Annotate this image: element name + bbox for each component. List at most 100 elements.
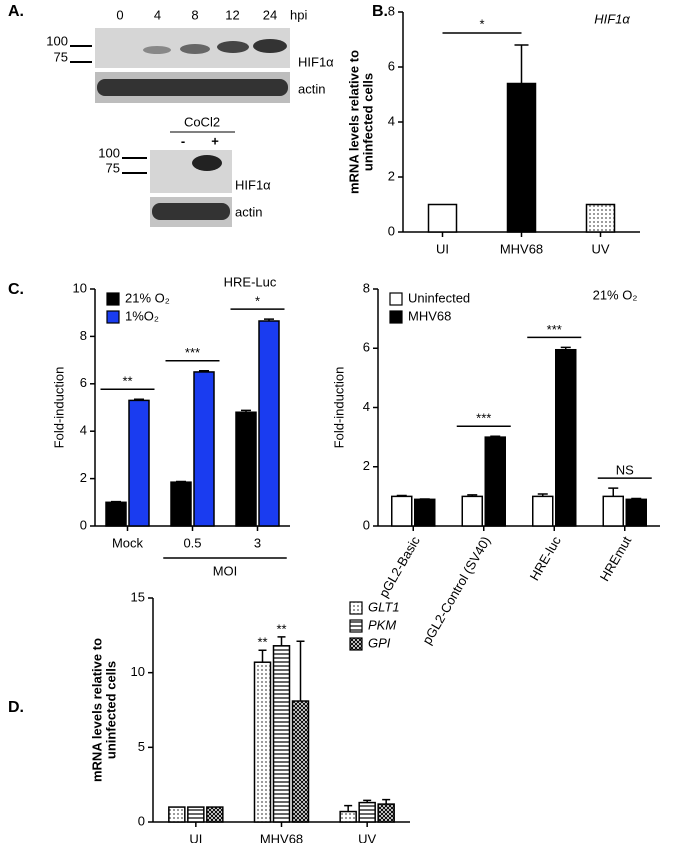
error-bar	[631, 497, 642, 500]
bar	[187, 806, 205, 823]
lane-label: 12	[225, 7, 239, 22]
error-bar	[258, 649, 267, 663]
panel-label: D.	[8, 699, 24, 716]
y-tick-label: 2	[80, 470, 87, 485]
bar	[291, 700, 310, 823]
x-tick-label: pGL2-Control (SV40)	[419, 534, 493, 647]
y-tick-label: 2	[363, 458, 370, 473]
mw-marker: 100	[46, 33, 68, 48]
x-tick-label: HRE-luc	[527, 533, 564, 583]
x-tick-label: Mock	[112, 535, 144, 550]
significance: **	[122, 374, 132, 389]
bar	[377, 803, 395, 823]
bar	[193, 371, 215, 527]
bar	[484, 436, 506, 527]
chart-title: HIF1α	[594, 11, 630, 26]
panel-label: C.	[8, 281, 24, 298]
y-tick-label: 8	[80, 328, 87, 343]
error-bar	[296, 640, 305, 702]
bar	[358, 801, 376, 823]
x-tick-label: HREmut	[597, 533, 635, 583]
y-tick-label: 4	[363, 399, 370, 414]
lane-label: 4	[154, 7, 161, 22]
y-tick-label: 0	[138, 813, 145, 828]
mw-marker: 75	[54, 49, 68, 64]
error-bar	[560, 346, 571, 350]
y-tick-label: 2	[388, 168, 395, 183]
chart-title: 21% O₂	[593, 287, 638, 302]
error-bar	[134, 398, 144, 401]
error-bar	[176, 480, 186, 483]
x-tick-label: UV	[358, 831, 376, 843]
band-label: HIF1α	[298, 54, 334, 69]
y-tick-label: 0	[363, 517, 370, 532]
error-bar	[199, 370, 209, 372]
significance: ***	[547, 322, 562, 337]
significance: **	[276, 621, 286, 636]
x-tick-label: 0.5	[183, 535, 201, 550]
y-tick-label: 8	[363, 280, 370, 295]
bar	[602, 495, 624, 527]
x-tick-label: UI	[189, 831, 202, 843]
bar	[391, 495, 413, 527]
error-bar	[363, 799, 372, 803]
significance: NS	[616, 463, 634, 478]
y-tick-label: 4	[80, 423, 87, 438]
lane-label: 24	[263, 7, 277, 22]
legend-swatch	[349, 601, 363, 615]
y-axis-label: Fold-induction	[51, 367, 66, 449]
significance: *	[479, 16, 484, 31]
y-tick-label: 6	[363, 340, 370, 355]
bar	[585, 203, 616, 233]
error-bar	[467, 494, 478, 497]
bar	[272, 645, 291, 823]
error-bar	[241, 409, 251, 413]
y-tick-label: 0	[388, 223, 395, 238]
error-bar	[490, 435, 501, 438]
legend-swatch	[106, 310, 120, 324]
lane-label: 0	[116, 7, 123, 22]
bar	[461, 495, 483, 527]
band-label: actin	[235, 204, 262, 219]
x-tick-label: pGL2-Basic	[376, 533, 423, 600]
error-bar	[537, 493, 548, 497]
bar	[427, 203, 458, 233]
mw-marker: 100	[98, 145, 120, 160]
y-tick-label: 8	[388, 3, 395, 18]
bar	[253, 661, 272, 823]
legend-label: Uninfected	[408, 290, 470, 305]
bar	[105, 501, 127, 527]
legend-swatch	[349, 637, 363, 651]
error-bar	[344, 804, 353, 812]
bar	[532, 495, 554, 527]
significance: ***	[476, 411, 491, 426]
blot-image	[70, 28, 290, 227]
y-tick-label: 4	[388, 113, 395, 128]
bar	[235, 411, 257, 527]
legend-label: 21% O₂	[125, 290, 170, 305]
x-tick-label: MHV68	[500, 241, 543, 256]
lane-unit: hpi	[290, 7, 307, 22]
bar	[339, 810, 357, 823]
chart-title: HRE-Luc	[224, 274, 277, 289]
legend-swatch	[106, 292, 120, 306]
significance: **	[257, 635, 267, 650]
bar	[414, 498, 436, 527]
x-tick-label: UV	[591, 241, 609, 256]
panel-label: A.	[8, 3, 24, 20]
y-axis-label: mRNA levels relative to	[346, 50, 361, 194]
significance: ***	[185, 345, 200, 360]
significance: *	[255, 294, 260, 309]
bar	[128, 399, 150, 527]
bar	[625, 498, 647, 527]
group-label: MOI	[213, 563, 238, 578]
legend-swatch	[349, 619, 363, 633]
treatment-label: CoCl2	[184, 114, 220, 129]
y-axis-label: uninfected cells	[103, 661, 118, 759]
panel-label: B.	[372, 3, 388, 20]
x-tick-label: MHV68	[260, 831, 303, 843]
legend-label: GPI	[368, 635, 391, 650]
legend-label: PKM	[368, 617, 396, 632]
mw-marker: 75	[106, 160, 120, 175]
